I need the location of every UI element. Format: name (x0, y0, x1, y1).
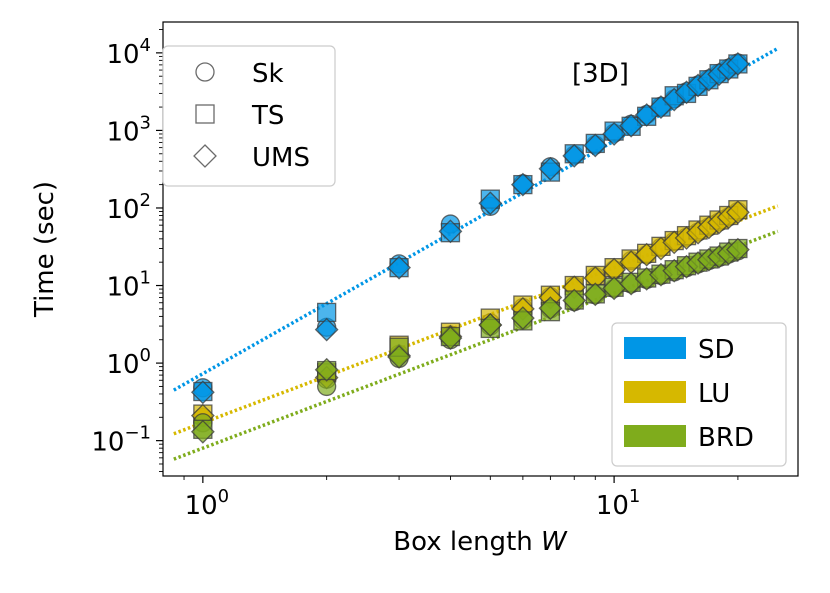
point-brd-ums (478, 313, 503, 337)
point-brd-ums (438, 326, 463, 351)
color-legend: SD LU BRD (611, 322, 787, 467)
data-points (190, 52, 750, 444)
x-tick-label: 101 (596, 486, 641, 521)
point-brd-ums (510, 306, 535, 331)
y-tick-label: 103 (106, 112, 151, 147)
fit-lines (172, 46, 779, 461)
fit-line-sd (172, 46, 779, 392)
point-brd-ums (583, 282, 608, 307)
x-axis-ticks: 100 101 (183, 476, 739, 521)
plot-frame (162, 21, 799, 477)
point-sd-ums (190, 380, 215, 405)
legend-marker-sk (195, 62, 215, 82)
point-brd-ums (387, 345, 411, 369)
point-sd-ums (562, 143, 587, 168)
point-brd-ums (562, 288, 587, 313)
y-tick-label: 102 (106, 190, 151, 225)
legend-swatch-lu (624, 381, 686, 403)
point-lu-ums (725, 200, 750, 225)
point-sd-ums (538, 156, 563, 181)
y-tick-label: 104 (106, 35, 151, 70)
legend-label-sd: SD (698, 335, 735, 365)
x-tick-label: 100 (185, 486, 230, 521)
legend-marker-ums (193, 144, 217, 168)
point-brd-ums (538, 296, 563, 321)
y-tick-label: 10−1 (91, 423, 151, 458)
y-tick-label: 100 (106, 345, 151, 380)
marker-legend: Sk TS UMS (162, 45, 336, 187)
point-sd-ums (725, 52, 750, 76)
legend-label-lu: LU (698, 379, 730, 409)
point-sd-ums (602, 122, 627, 146)
legend-swatch-brd (624, 425, 686, 447)
point-sd-ums (510, 172, 535, 197)
point-brd-ums (190, 419, 215, 444)
legend-label-brd: BRD (698, 423, 754, 453)
y-tick-label: 101 (106, 268, 151, 303)
point-brd-ums (314, 357, 339, 382)
point-brd-ums (725, 237, 750, 262)
legend-label-sk: Sk (252, 59, 284, 89)
point-sd-ums (478, 191, 503, 216)
point-sd-ums (387, 255, 411, 280)
legend-swatch-sd (624, 337, 686, 359)
y-axis-label: Time (sec) (30, 181, 60, 318)
point-sd-ums (314, 317, 339, 342)
legend-label-ts: TS (251, 101, 284, 131)
legend-label-ums: UMS (252, 143, 310, 173)
legend-marker-ts (195, 104, 215, 124)
panel-annotation: [3D] (572, 59, 629, 89)
y-axis-ticks: 10−1 100 101 102 103 104 (91, 29, 163, 472)
point-sd-ums (583, 133, 608, 158)
point-sd-ums (619, 113, 644, 138)
x-axis-label: Box length W (393, 527, 568, 557)
point-sd-ums (438, 219, 463, 244)
